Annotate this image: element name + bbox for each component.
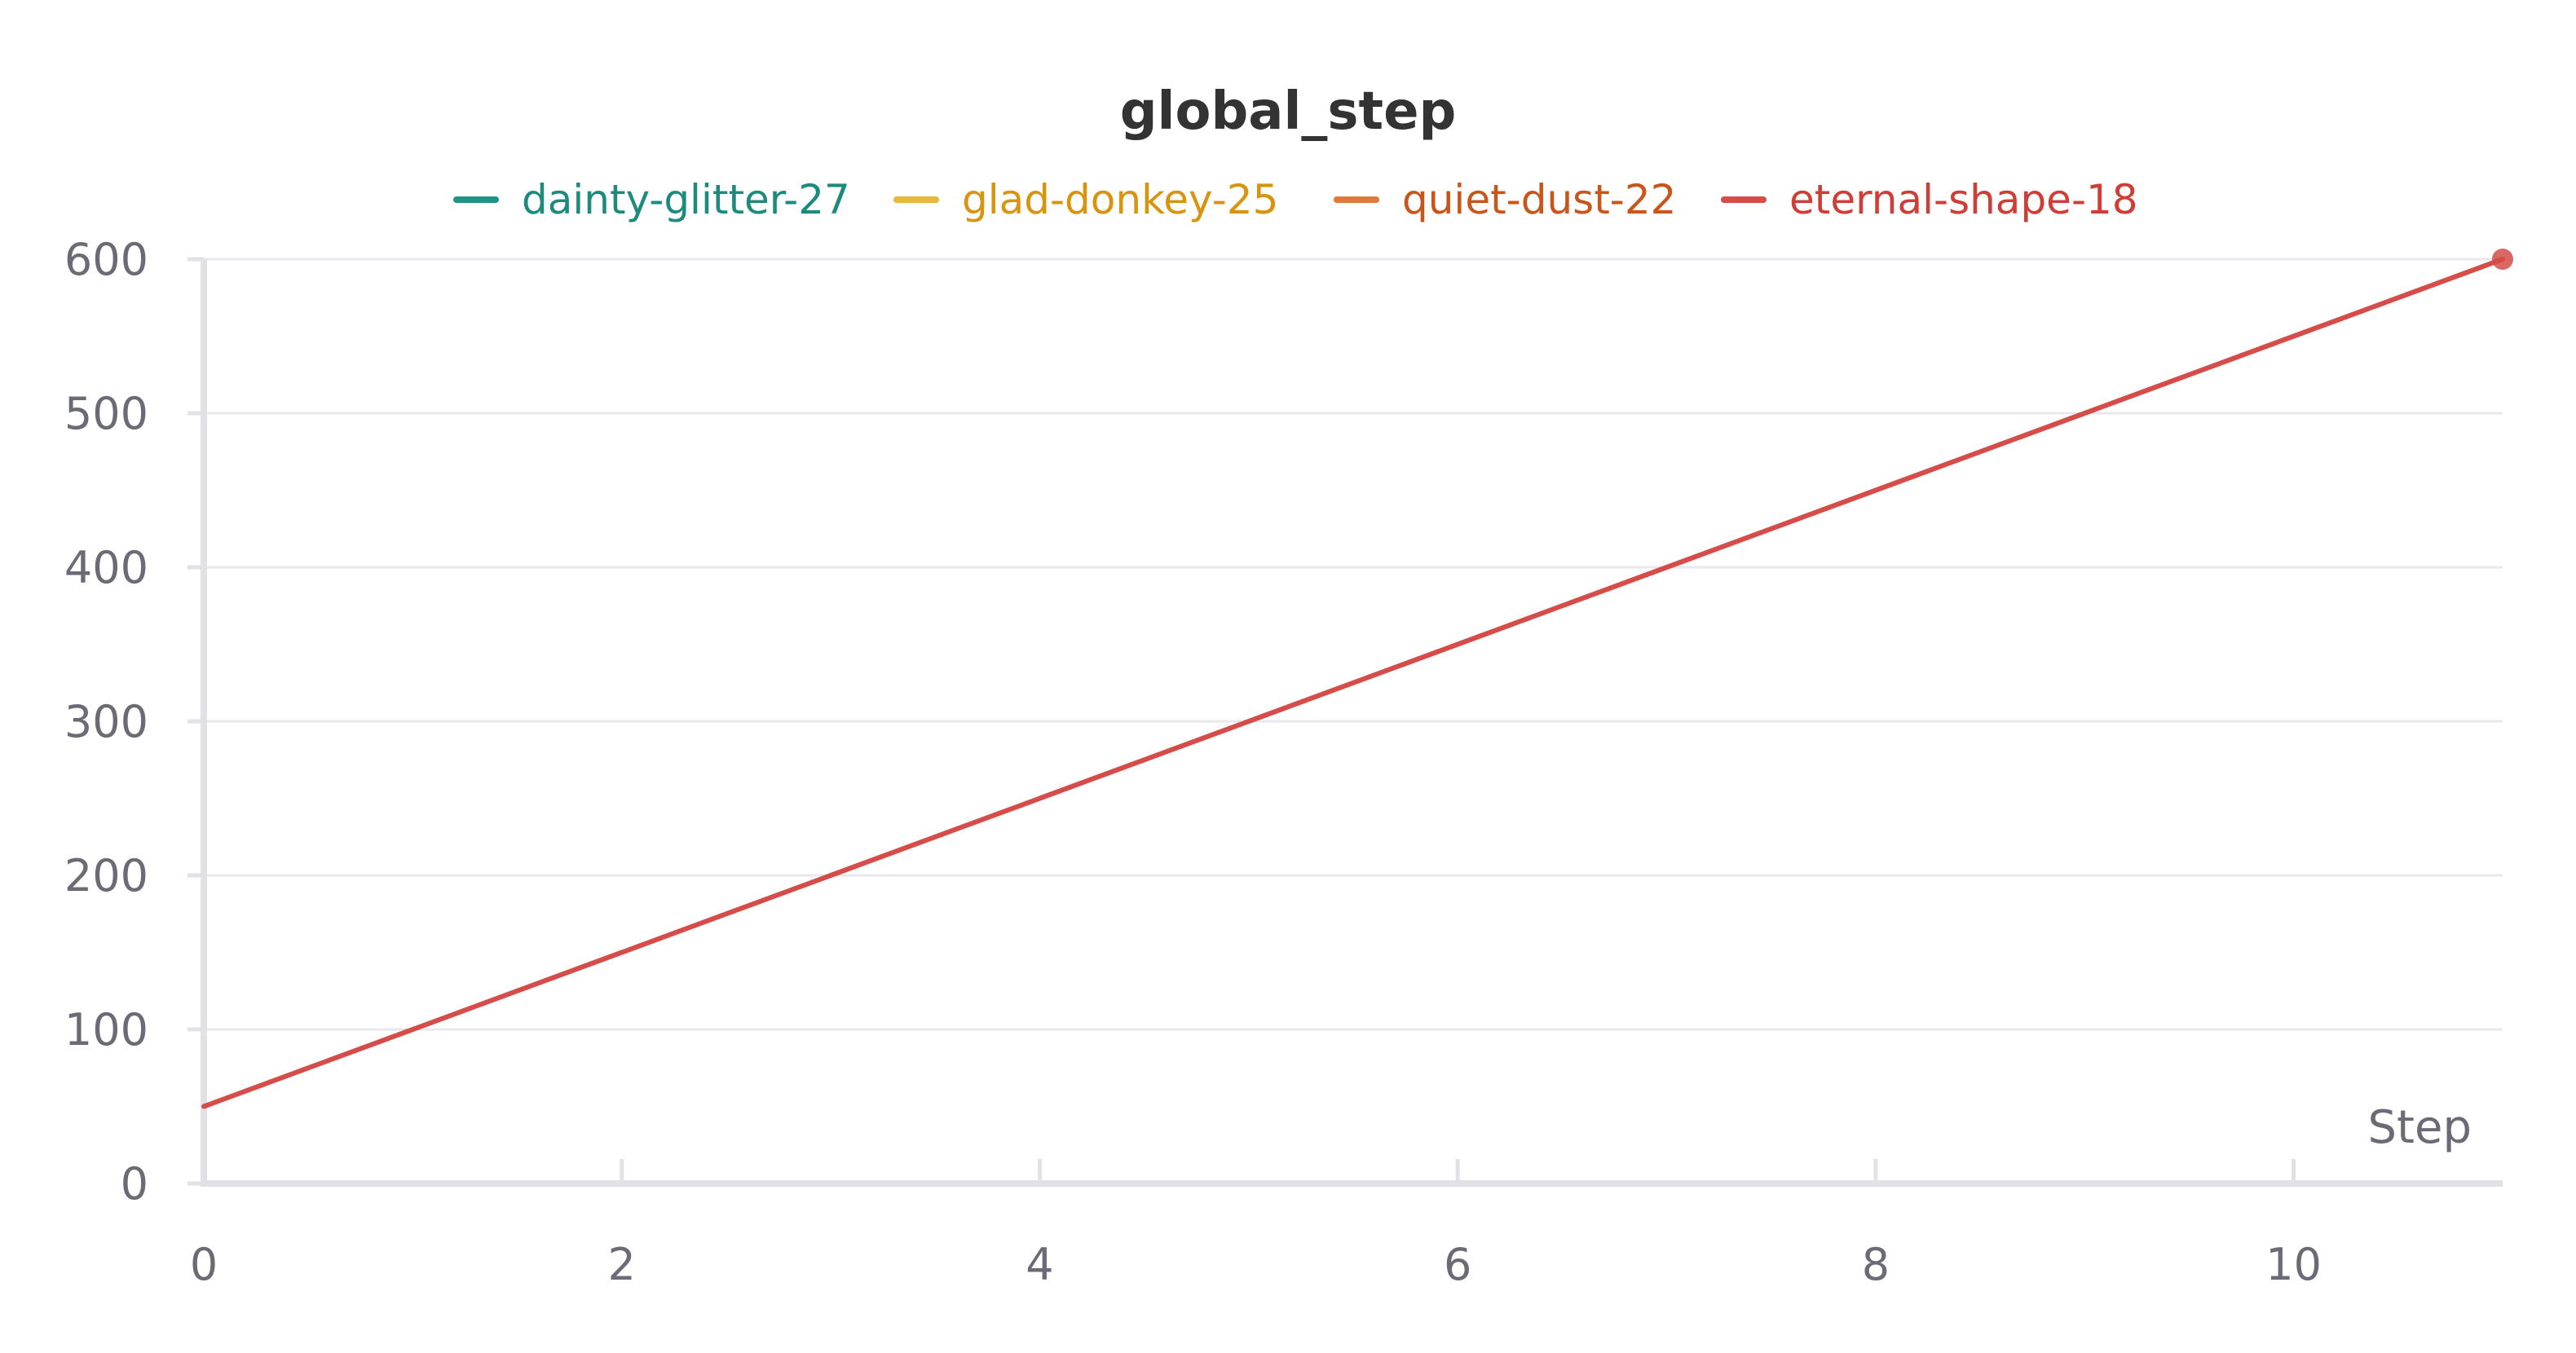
- y-tick-label-1: 100: [64, 1004, 148, 1056]
- legend-label-1: glad-donkey-25: [962, 176, 1278, 223]
- x-tick-label-4: 8: [1862, 1239, 1890, 1290]
- y-tick-label-4: 400: [64, 542, 148, 593]
- x-tick-label-3: 6: [1444, 1239, 1471, 1290]
- series-layer: [201, 249, 2513, 1109]
- x-tick-label-1: 2: [608, 1239, 636, 1290]
- x-axis-label: Step: [2367, 1101, 2472, 1154]
- x-axis-ticks: 0 2 4 6 8 10: [190, 1159, 2322, 1290]
- x-tick-label-2: 4: [1026, 1239, 1053, 1290]
- legend-item-eternal-shape-18: eternal-shape-18: [1721, 176, 2138, 223]
- chart-title: global_step: [1120, 82, 1457, 142]
- y-tick-label-6: 600: [64, 234, 148, 285]
- chart-legend: dainty-glitter-27 glad-donkey-25 quiet-dus…: [453, 176, 2138, 223]
- y-tick-label-0: 0: [121, 1158, 148, 1210]
- x-tick-label-0: 0: [190, 1239, 218, 1290]
- y-tick-label-3: 300: [64, 696, 148, 747]
- legend-item-quiet-dust-22: quiet-dust-22: [1334, 176, 1676, 223]
- grid-lines: [204, 258, 2503, 1031]
- y-axis-ticks: 0 100 200 300 400 500 600: [64, 234, 204, 1210]
- legend-label-2: quiet-dust-22: [1402, 176, 1676, 223]
- legend-label-0: dainty-glitter-27: [522, 176, 850, 223]
- series-line-eternal-shape-18: [201, 257, 2505, 1109]
- y-tick-label-2: 200: [64, 850, 148, 901]
- legend-label-3: eternal-shape-18: [1789, 176, 2138, 223]
- legend-item-glad-donkey-25: glad-donkey-25: [893, 176, 1278, 223]
- legend-item-dainty-glitter-27: dainty-glitter-27: [453, 176, 850, 223]
- y-tick-label-5: 500: [64, 388, 148, 439]
- x-tick-label-5: 10: [2265, 1239, 2322, 1290]
- series-end-point-0: [2492, 249, 2513, 270]
